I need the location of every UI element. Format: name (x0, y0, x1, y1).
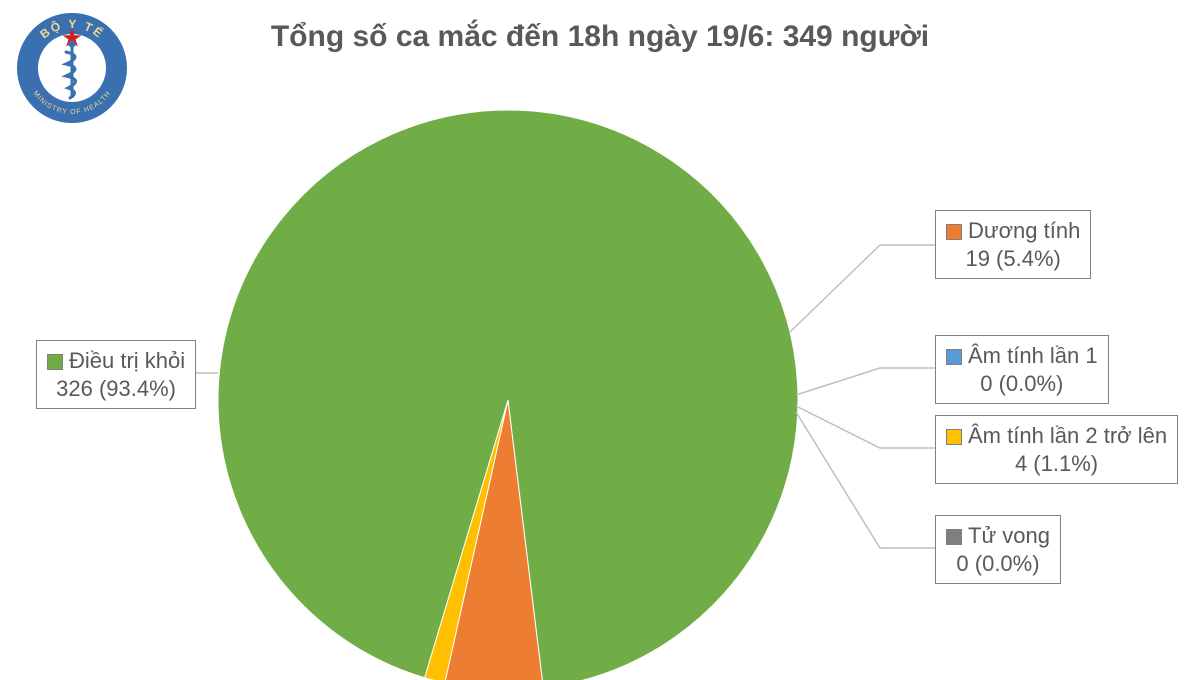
label-duong_tinh: Dương tính19 (5.4%) (935, 210, 1091, 279)
label-text-amtinh1: Âm tính lần 1 (968, 343, 1098, 368)
label-value-tuvong: 0 (0.0%) (946, 550, 1050, 578)
label-value-duong_tinh: 19 (5.4%) (946, 245, 1080, 273)
label-text-khoi: Điều trị khỏi (69, 348, 185, 373)
label-value-amtinh2: 4 (1.1%) (946, 450, 1167, 478)
label-text-tuvong: Tử vong (968, 523, 1050, 548)
leader-amtinh1 (796, 368, 935, 395)
leader-tuvong (796, 412, 935, 548)
leader-duong_tinh (790, 245, 935, 332)
pie-chart (218, 110, 798, 680)
label-text-duong_tinh: Dương tính (968, 218, 1080, 243)
swatch-tuvong (946, 529, 962, 545)
swatch-amtinh2 (946, 429, 962, 445)
leader-amtinh2 (796, 406, 935, 448)
swatch-duong_tinh (946, 224, 962, 240)
label-amtinh1: Âm tính lần 10 (0.0%) (935, 335, 1109, 404)
label-value-khoi: 326 (93.4%) (47, 375, 185, 403)
swatch-khoi (47, 354, 63, 370)
label-value-amtinh1: 0 (0.0%) (946, 370, 1098, 398)
chart-title: Tổng số ca mắc đến 18h ngày 19/6: 349 ng… (0, 20, 1200, 54)
label-khoi: Điều trị khỏi326 (93.4%) (36, 340, 196, 409)
label-amtinh2: Âm tính lần 2 trở lên4 (1.1%) (935, 415, 1178, 484)
label-tuvong: Tử vong0 (0.0%) (935, 515, 1061, 584)
swatch-amtinh1 (946, 349, 962, 365)
label-text-amtinh2: Âm tính lần 2 trở lên (968, 423, 1167, 448)
chart-container: BỘ Y TẾ MINISTRY OF HEALTH Tổng số ca mắ… (0, 0, 1200, 680)
